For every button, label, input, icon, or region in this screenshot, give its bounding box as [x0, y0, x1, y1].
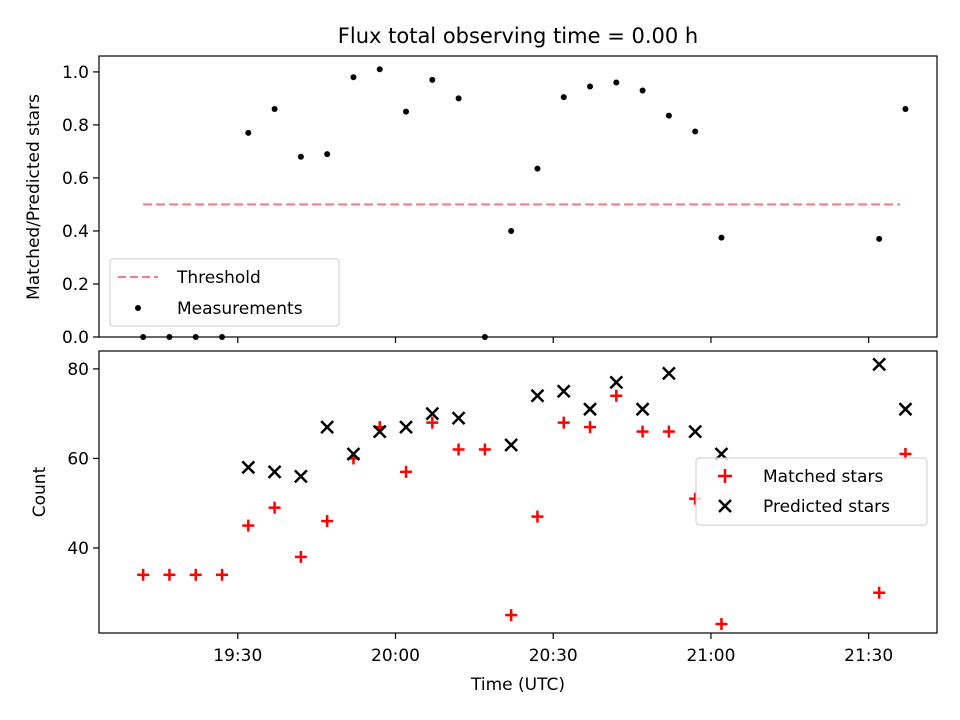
bottom-y-tick-label: 80: [67, 360, 89, 380]
bottom-x-tick-label: 21:00: [686, 646, 735, 666]
legend-matched-marker: [718, 469, 732, 483]
top-legend: Threshold Measurements: [109, 258, 340, 327]
predicted-stars-point: [872, 357, 887, 372]
measurement-point: [376, 66, 383, 73]
top-y-tick-label: 0.0: [62, 328, 89, 348]
matched-stars-point: [584, 421, 597, 434]
predicted-stars-point: [898, 402, 913, 417]
matched-stars-point: [505, 609, 518, 622]
matched-stars-point: [216, 568, 229, 581]
legend-predicted-marker: [718, 499, 732, 513]
predicted-stars-point: [609, 375, 624, 390]
top-panel: 0.0 0.2 0.4 0.6 0.8 1.0 Matched/Predicted sta…: [24, 55, 938, 348]
predicted-stars-point: [399, 420, 413, 434]
matched-stars-point: [557, 416, 570, 429]
measurement-point: [902, 106, 909, 113]
matched-stars-point: [294, 550, 307, 563]
matched-stars-point: [531, 510, 544, 523]
measurement-point: [639, 87, 646, 94]
bottom-x-tick-label: 19:30: [213, 646, 262, 666]
top-y-tick-label: 0.4: [62, 222, 89, 242]
measurement-point: [587, 83, 594, 90]
top-x-ticks: [237, 337, 870, 343]
bottom-x-tick-label: 21:30: [844, 646, 893, 666]
measurement-point: [692, 128, 699, 135]
measurement-point: [297, 153, 304, 160]
bottom-y-ticks: 40 60 80: [67, 360, 99, 559]
legend-matched-label: Matched stars: [763, 467, 883, 487]
predicted-stars-point: [267, 464, 282, 479]
bottom-x-tick-label: 20:00: [371, 646, 420, 666]
predicted-stars-point: [556, 384, 571, 399]
bottom-legend: Matched stars Predicted stars: [695, 457, 928, 526]
measurement-point: [508, 227, 515, 234]
bottom-y-axis-label: Count: [30, 466, 50, 517]
measurement-point: [560, 94, 567, 101]
measurement-point: [271, 106, 278, 113]
predicted-stars-point: [293, 469, 308, 484]
predicted-stars-point: [530, 388, 545, 403]
top-y-tick-label: 1.0: [62, 63, 89, 83]
measurement-point: [324, 151, 331, 158]
predicted-stars-point: [241, 460, 256, 475]
top-y-ticks: 0.0 0.2 0.4 0.6 0.8 1.0: [62, 63, 99, 348]
x-axis-label: Time (UTC): [470, 675, 565, 695]
matched-stars-point: [873, 586, 886, 599]
measurement-point: [245, 129, 252, 136]
matched-stars-point: [426, 416, 439, 429]
chart-title: Flux total observing time = 0.00 h: [338, 24, 698, 48]
legend-threshold-label: Threshold: [176, 268, 261, 288]
top-legend-box: [109, 258, 340, 327]
bottom-x-tick-label: 20:30: [529, 646, 578, 666]
matched-stars-point: [163, 568, 176, 581]
predicted-stars-point: [583, 402, 597, 417]
matched-stars-point: [137, 568, 150, 581]
matched-stars-point: [242, 519, 255, 532]
measurement-point: [455, 95, 462, 102]
top-y-tick-label: 0.8: [62, 116, 89, 136]
legend-measurements-marker: [135, 305, 141, 311]
matched-stars-point: [452, 443, 465, 456]
bottom-y-tick-label: 60: [67, 449, 89, 469]
measurement-point: [613, 79, 620, 86]
predicted-stars-point: [635, 402, 650, 417]
top-y-axis-label: Matched/Predicted stars: [24, 94, 44, 300]
predicted-stars-point: [661, 366, 676, 381]
matched-stars-point: [400, 465, 413, 478]
bottom-x-ticks: 19:30 20:00 20:30 21:00 21:30: [213, 633, 893, 666]
bottom-axes-frame: [98, 350, 938, 634]
top-y-tick-label: 0.6: [62, 169, 89, 189]
measurement-point: [403, 108, 410, 115]
measurement-point: [350, 74, 357, 81]
legend-predicted-label: Predicted stars: [763, 497, 890, 517]
predicted-stars-point: [504, 438, 519, 452]
predicted-stars-point: [425, 406, 440, 421]
measurement-point: [429, 76, 436, 83]
bottom-panel: 40 60 80 19:30 20:00 20:30 21:00 21:30 Count T…: [30, 350, 938, 695]
matched-stars-point: [268, 501, 281, 514]
predicted-stars-point: [688, 424, 703, 439]
bottom-y-tick-label: 40: [67, 539, 89, 559]
matched-stars-point: [478, 443, 491, 456]
matched-stars-point: [715, 618, 728, 631]
top-y-tick-label: 0.2: [62, 275, 89, 295]
bottom-legend-box: [695, 457, 928, 526]
predicted-stars-point: [372, 424, 387, 439]
matched-stars-point: [321, 515, 334, 528]
measurement-point: [534, 165, 541, 172]
matched-stars-point: [636, 425, 649, 438]
measurement-point: [876, 235, 883, 242]
top-axes-frame: [98, 55, 938, 338]
measurement-point: [718, 234, 725, 241]
matched-stars-point: [189, 568, 202, 581]
top-plot-area: [140, 66, 909, 340]
predicted-stars-point: [320, 420, 335, 434]
measurement-point: [665, 112, 672, 119]
predicted-stars-point: [346, 447, 361, 461]
matched-stars-point: [610, 389, 623, 402]
matched-stars-point: [662, 425, 675, 438]
predicted-stars-point: [451, 411, 466, 426]
legend-measurements-label: Measurements: [177, 299, 303, 319]
